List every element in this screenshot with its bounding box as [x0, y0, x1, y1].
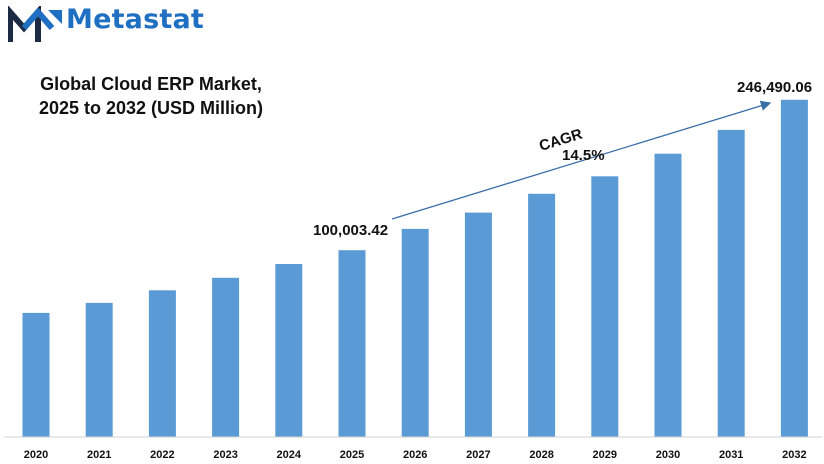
bar-2031: [717, 129, 745, 437]
bar-2030: [654, 153, 682, 437]
x-tick-2027: 2027: [466, 449, 490, 461]
bars-group: [22, 99, 808, 438]
x-tick-2024: 2024: [277, 449, 302, 461]
chart-title-line2: 2025 to 2032 (USD Million): [38, 98, 264, 118]
x-tick-2022: 2022: [150, 449, 174, 461]
bar-2022: [148, 290, 176, 437]
chart-title: Global Cloud ERP Market, 2025 to 2032 (U…: [16, 72, 286, 120]
bar-2032: [780, 99, 808, 438]
bar-2020: [22, 312, 50, 437]
x-tick-2021: 2021: [87, 449, 111, 461]
bar-2026: [401, 228, 429, 437]
bar-2027: [464, 212, 492, 437]
chart-title-line1: Global Cloud ERP Market,: [40, 74, 262, 94]
x-tick-2028: 2028: [529, 449, 553, 461]
end-value-label: 246,490.06: [737, 79, 812, 96]
brand-name: Metastat: [66, 4, 205, 35]
x-tick-labels: 2020 2021 2022 2023 2024 2025 2026 2027 2028 2029…: [24, 449, 807, 461]
bar-2023: [212, 277, 240, 437]
x-tick-2020: 2020: [24, 449, 48, 461]
x-tick-2025: 2025: [340, 449, 364, 461]
cagr-value: 14.5%: [562, 147, 605, 164]
bar-2028: [528, 193, 556, 437]
metastat-logo: [8, 6, 62, 42]
bar-2021: [85, 302, 113, 437]
bar-2024: [275, 264, 303, 437]
start-value-label: 100,003.42: [313, 222, 388, 239]
bar-2029: [591, 176, 619, 438]
x-tick-2030: 2030: [656, 449, 680, 461]
bar-2025: [338, 250, 366, 437]
x-tick-2032: 2032: [782, 449, 806, 461]
x-tick-2026: 2026: [403, 449, 427, 461]
x-tick-2029: 2029: [593, 449, 617, 461]
x-tick-2023: 2023: [213, 449, 237, 461]
cagr-arrow: [391, 100, 772, 220]
x-tick-2031: 2031: [719, 449, 743, 461]
